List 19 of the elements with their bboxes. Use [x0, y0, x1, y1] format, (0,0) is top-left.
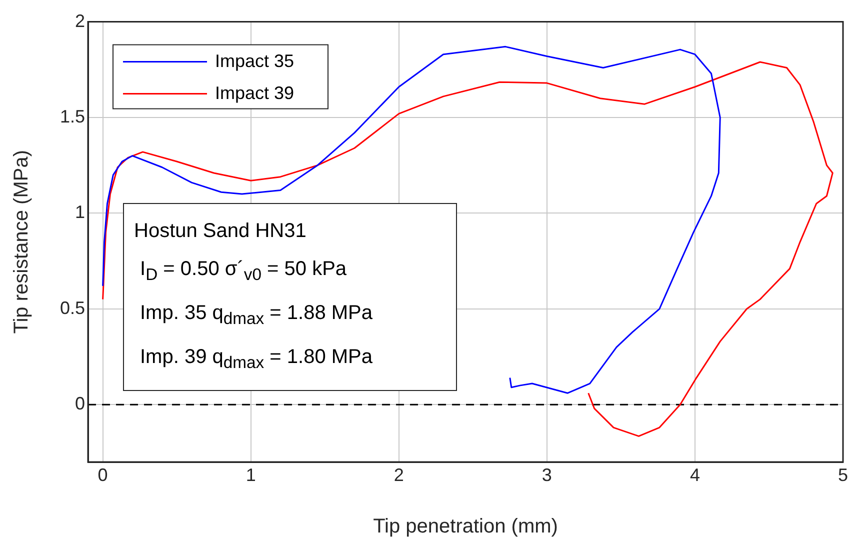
y-tick-label: 2: [74, 10, 85, 31]
x-tick-label: 0: [98, 464, 108, 485]
x-tick-label: 1: [246, 464, 256, 485]
x-tick-label: 3: [542, 464, 552, 485]
annotation: I$_{D}$ = 0.50 σ´$_{v0}$ = 50 kPa: [139, 257, 348, 286]
y-tick-label: 0.5: [60, 298, 85, 318]
legend-label: Impact 35: [215, 50, 294, 71]
x-tick-label: 2: [394, 464, 404, 485]
y-axis-title: Tip resistance (MPa): [10, 150, 33, 334]
y-tick-label: 1.5: [60, 106, 85, 126]
annotation: Imp. 39 q$_{dmax}$ = 1.80 MPa: [139, 345, 374, 374]
annotation: Imp. 35 q$_{dmax}$ = 1.88 MPa: [139, 301, 374, 330]
annotation: Hostun Sand HN31: [134, 219, 308, 244]
legend-label: Impact 39: [215, 82, 294, 103]
x-tick-label: 4: [690, 464, 700, 485]
x-tick-label: 5: [838, 464, 848, 485]
y-tick-label: 0: [74, 394, 85, 414]
x-axis-title: Tip penetration (mm): [373, 516, 558, 538]
y-tick-label: 1: [74, 202, 85, 222]
